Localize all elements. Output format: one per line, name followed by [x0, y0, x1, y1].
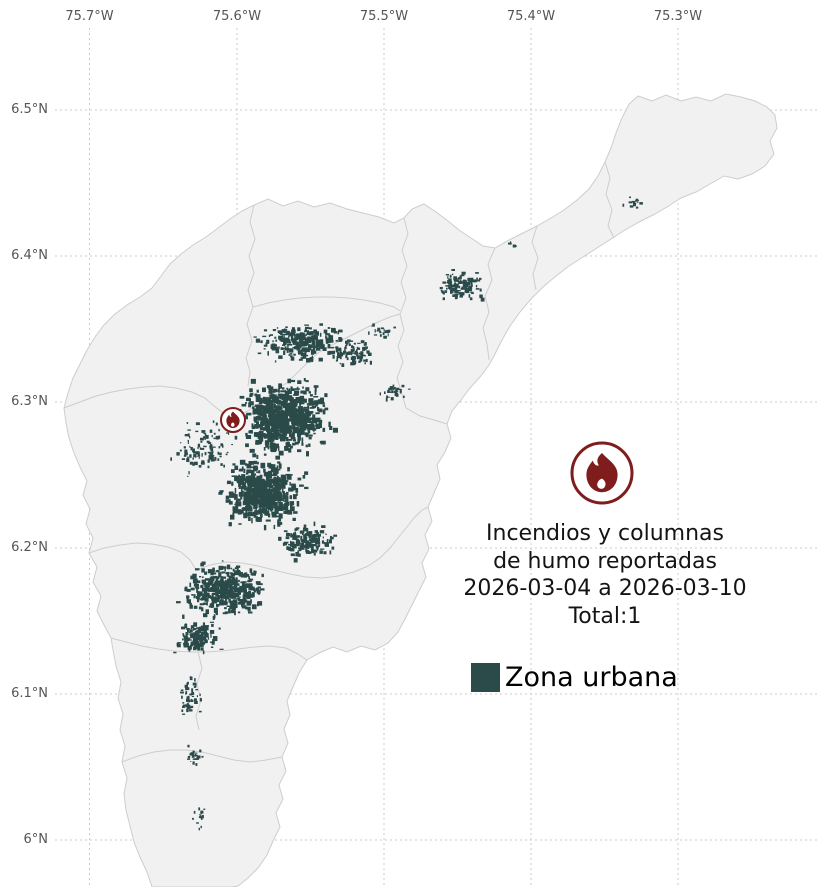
municipal-borders: [63, 161, 615, 763]
y-tick-label: 6.5°N: [11, 102, 48, 117]
x-tick-label: 75.7°W: [65, 9, 114, 24]
x-tick-label: 75.3°W: [653, 9, 703, 24]
y-tick-label: 6°N: [23, 832, 49, 847]
y-tick-label: 6.2°N: [11, 540, 48, 555]
x-tick-label: 75.6°W: [212, 9, 262, 24]
annotation-total: Total:1: [568, 603, 642, 629]
annotation-line: Incendios y columnas: [486, 521, 724, 546]
fire-report-marker: [220, 407, 246, 433]
urban-zone-label: Zona urbana: [505, 662, 678, 693]
y-tick-label: 6.3°N: [11, 394, 48, 409]
y-tick-label: 6.1°N: [11, 686, 48, 701]
urban-zone-swatch: [471, 663, 500, 692]
x-tick-label: 75.4°W: [506, 9, 556, 24]
legend: Zona urbana: [471, 663, 678, 692]
fires-annotation: Incendios y columnas de humo reportadas …: [443, 520, 767, 630]
y-tick-label: 6.4°N: [11, 248, 48, 263]
region-outline: [63, 93, 778, 887]
annotation-date-range: 2026-03-04 a 2026-03-10: [463, 576, 747, 601]
annotation-line: de humo reportadas: [493, 548, 717, 574]
x-tick-label: 75.5°W: [359, 9, 409, 24]
fire-legend-icon: [570, 441, 634, 505]
